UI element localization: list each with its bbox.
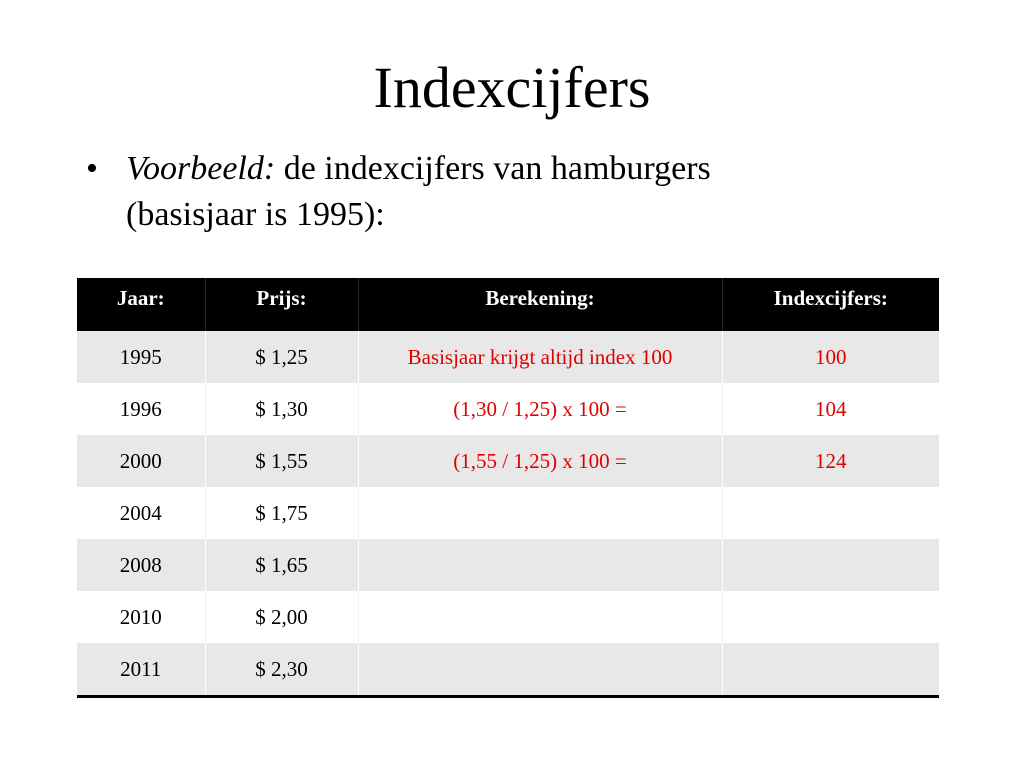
header-row: Jaar: Prijs: Berekening: Indexcijfers: [77,278,939,331]
cell-index [721,591,939,643]
table-row: 1995 $ 1,25 Basisjaar krijgt altijd inde… [77,331,939,383]
table-header: Jaar: Prijs: Berekening: Indexcijfers: [77,278,939,331]
cell-jaar: 2010 [77,591,205,643]
cell-berekening: Basisjaar krijgt altijd index 100 [357,331,722,383]
cell-berekening: (1,30 / 1,25) x 100 = [357,383,722,435]
header-prijs: Prijs: [204,278,358,331]
cell-prijs: $ 2,00 [204,591,358,643]
cell-berekening [357,539,722,591]
cell-jaar: 1996 [77,383,205,435]
bullet-body-line2: (basisjaar is 1995): [126,196,385,233]
table-row: 2011 $ 2,30 [77,643,939,698]
cell-prijs: $ 1,30 [204,383,358,435]
cell-berekening [357,487,722,539]
cell-index [721,643,939,698]
cell-berekening [357,643,722,698]
cell-jaar: 2011 [77,643,205,698]
cell-prijs: $ 2,30 [204,643,358,698]
cell-berekening: (1,55 / 1,25) x 100 = [357,435,722,487]
cell-jaar: 2008 [77,539,205,591]
cell-prijs: $ 1,55 [204,435,358,487]
cell-jaar: 1995 [77,331,205,383]
table-row: 2010 $ 2,00 [77,591,939,643]
index-table: Jaar: Prijs: Berekening: Indexcijfers: 1… [77,278,939,698]
table-row: 2000 $ 1,55 (1,55 / 1,25) x 100 = 124 [77,435,939,487]
cell-index [721,539,939,591]
bullet-point: • Voorbeeld: de indexcijfers van hamburg… [86,146,946,238]
table-row: 1996 $ 1,30 (1,30 / 1,25) x 100 = 104 [77,383,939,435]
cell-prijs: $ 1,65 [204,539,358,591]
cell-jaar: 2004 [77,487,205,539]
header-jaar: Jaar: [77,278,205,331]
header-berekening: Berekening: [357,278,722,331]
cell-prijs: $ 1,75 [204,487,358,539]
cell-jaar: 2000 [77,435,205,487]
cell-index [721,487,939,539]
table-body: 1995 $ 1,25 Basisjaar krijgt altijd inde… [77,331,939,698]
bullet-marker: • [86,150,98,187]
header-indexcijfers: Indexcijfers: [721,278,939,331]
cell-index: 124 [721,435,939,487]
slide-title: Indexcijfers [373,55,651,120]
cell-berekening [357,591,722,643]
cell-index: 104 [721,383,939,435]
table-row: 2004 $ 1,75 [77,487,939,539]
cell-prijs: $ 1,25 [204,331,358,383]
bullet-text: Voorbeeld: de indexcijfers van hamburger… [126,146,946,238]
table-row: 2008 $ 1,65 [77,539,939,591]
bullet-emphasis: Voorbeeld: [126,150,276,187]
bullet-body: de indexcijfers van hamburgers [283,150,711,187]
cell-index: 100 [721,331,939,383]
